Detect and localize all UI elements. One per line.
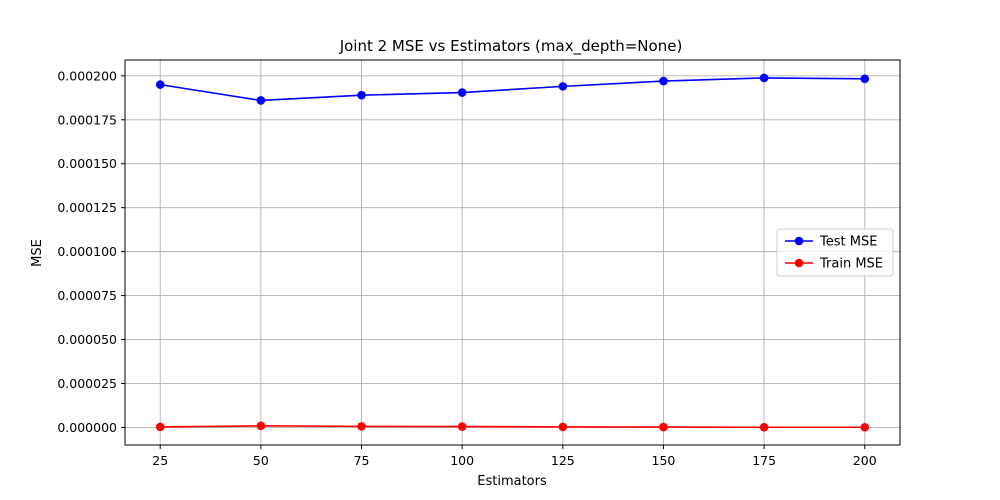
- test-mse-line: [160, 77, 865, 102]
- y-tick-label: 0.000125: [57, 200, 117, 215]
- y-axis: 0.000000 0.000025 0.000050 0.000075 0.000100…: [57, 68, 125, 435]
- y-tick-label: 0.000150: [57, 156, 117, 171]
- legend-swatch-marker: [794, 236, 804, 246]
- x-tick-label: 75: [354, 453, 370, 468]
- test-mse-point: [558, 82, 568, 91]
- test-mse-point: [357, 90, 366, 100]
- legend-item-train-mse: Train MSE: [785, 257, 883, 272]
- train-mse-point: [659, 422, 668, 432]
- train-mse-point: [155, 422, 165, 432]
- legend-label: Test MSE: [819, 235, 877, 250]
- series-train-mse: [155, 421, 870, 432]
- chart-title: Joint 2 MSE vs Estimators (max_depth=Non…: [339, 37, 683, 56]
- train-mse-point: [357, 422, 366, 431]
- x-axis: 25 50 75 100 125 150 175 200: [152, 445, 877, 468]
- legend: Test MSE Train MSE: [776, 228, 894, 277]
- train-mse-point: [457, 422, 467, 431]
- x-tick-label: 50: [253, 453, 269, 468]
- y-tick-label: 0.000025: [57, 376, 117, 391]
- x-tick-label: 125: [551, 453, 575, 468]
- x-tick-label: 200: [853, 453, 877, 468]
- test-mse-point: [155, 80, 165, 89]
- train-mse-line: [160, 425, 865, 429]
- test-mse-point: [759, 73, 769, 83]
- y-tick-label: 0.000200: [57, 68, 117, 83]
- legend-swatch-marker: [794, 258, 804, 268]
- y-tick-label: 0.000175: [57, 112, 117, 127]
- series-layer: [155, 73, 870, 432]
- x-axis-label: Estimators: [477, 474, 547, 489]
- y-axis-label: MSE: [30, 239, 45, 267]
- plot-area-frame: [124, 59, 901, 446]
- test-mse-point: [659, 76, 668, 86]
- y-tick-label: 0.000050: [57, 332, 117, 347]
- test-mse-point: [256, 96, 266, 105]
- x-tick-label: 150: [652, 453, 676, 468]
- train-mse-point: [860, 422, 870, 432]
- train-mse-point: [256, 421, 266, 431]
- grid: [125, 60, 900, 445]
- series-test-mse: [155, 73, 870, 105]
- y-tick-label: 0.000000: [57, 420, 117, 435]
- x-tick-label: 100: [450, 453, 474, 468]
- x-tick-label: 25: [152, 453, 168, 468]
- x-tick-label: 175: [752, 453, 776, 468]
- legend-label: Train MSE: [819, 257, 883, 272]
- train-mse-point: [558, 422, 568, 432]
- y-tick-label: 0.000100: [57, 244, 117, 259]
- y-tick-label: 0.000075: [57, 288, 117, 303]
- test-mse-point: [457, 88, 467, 97]
- legend-item-test-mse: Test MSE: [785, 235, 877, 250]
- train-mse-point: [759, 422, 769, 432]
- test-mse-point: [860, 74, 870, 84]
